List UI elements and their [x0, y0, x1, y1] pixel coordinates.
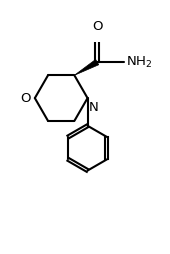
- Polygon shape: [74, 59, 99, 75]
- Text: O: O: [92, 20, 103, 33]
- Text: N: N: [89, 101, 99, 114]
- Text: NH$_2$: NH$_2$: [126, 55, 152, 70]
- Text: O: O: [20, 92, 31, 105]
